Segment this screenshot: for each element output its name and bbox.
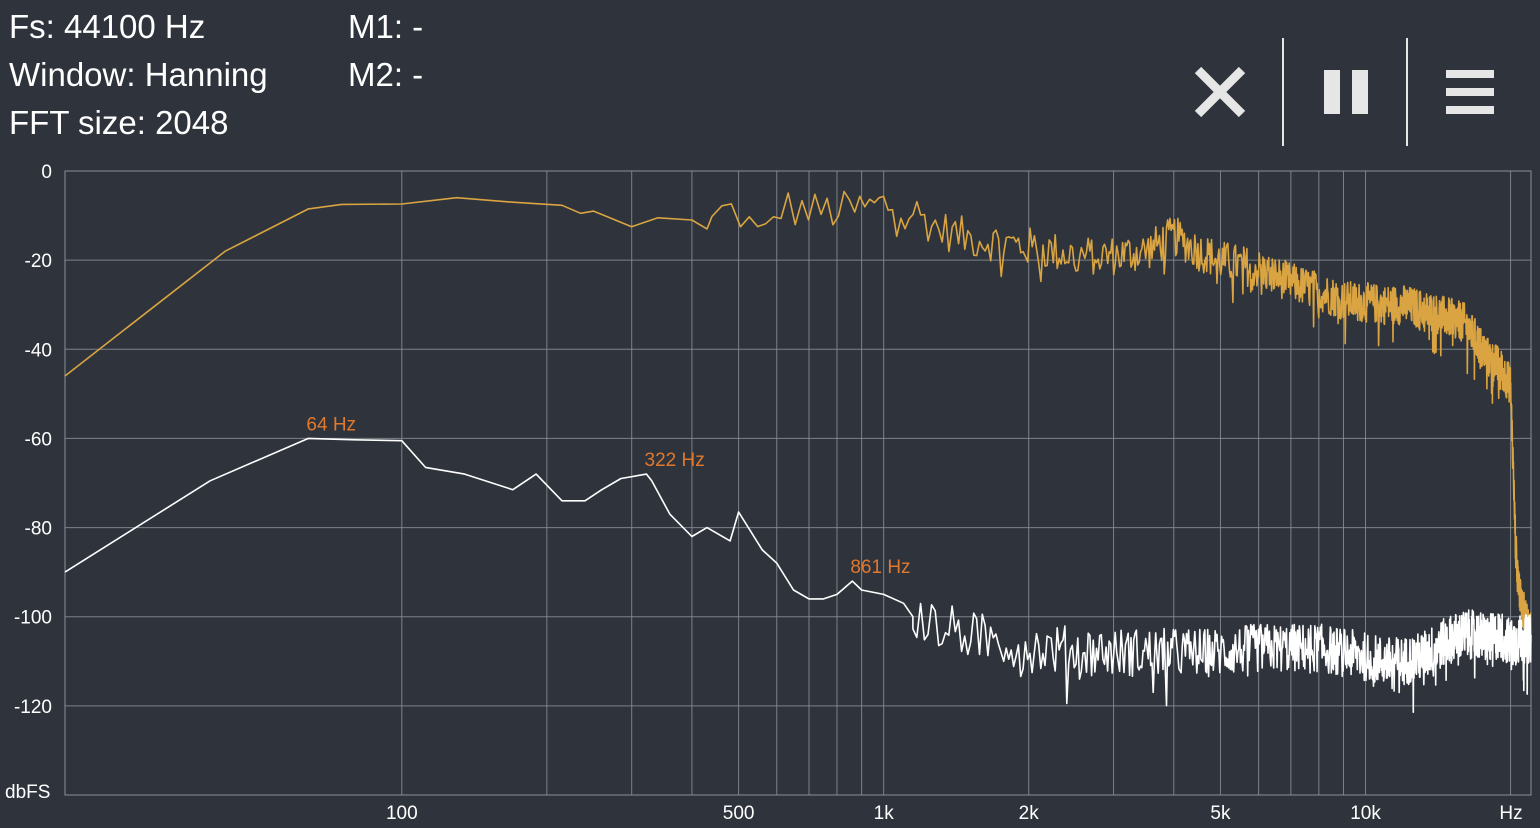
live-spectrum-line <box>64 437 1532 713</box>
marker-2-text: M2: - <box>348 56 424 93</box>
max-hold-spectrum-line <box>64 190 1532 646</box>
sample-rate-text: Fs: 44100 Hz <box>9 8 206 45</box>
y-tick-label: -60 <box>25 429 52 450</box>
x-tick-label: 10k <box>1350 803 1381 824</box>
close-icon <box>1194 66 1246 118</box>
chart-series <box>64 190 1532 713</box>
y-tick-label: -20 <box>25 251 52 272</box>
y-tick-label: -100 <box>14 608 52 629</box>
toolbar-separator <box>1406 38 1408 146</box>
marker-1-text: M1: - <box>348 8 424 45</box>
fft-size-text: FFT size: 2048 <box>9 104 229 141</box>
window-type-text: Window: Hanning <box>9 56 268 93</box>
pause-button[interactable] <box>1286 38 1406 146</box>
peak-frequency-label: 861 Hz <box>850 557 910 578</box>
info-panel-left: Fs: 44100 Hz Window: Hanning FFT size: 2… <box>9 3 268 147</box>
x-axis-unit-label: Hz <box>1499 803 1522 824</box>
x-tick-label: 2k <box>1019 803 1040 824</box>
y-tick-label: -40 <box>25 340 52 361</box>
plot-border <box>64 170 1532 796</box>
peak-frequency-label: 64 Hz <box>306 414 356 435</box>
y-tick-label: 0 <box>41 162 52 183</box>
close-button[interactable] <box>1160 38 1280 146</box>
x-tick-label: 500 <box>723 803 755 824</box>
chart-labels: 0 -20 -40 -60 -80 -100 -120 dbFS 100 500 1k 2k 5k 10k… <box>5 162 1523 824</box>
pause-icon <box>1324 70 1368 114</box>
y-tick-label: -80 <box>25 519 52 540</box>
chart-grid <box>64 170 1532 796</box>
x-tick-label: 1k <box>874 803 895 824</box>
toolbar <box>1160 38 1540 146</box>
peak-frequency-label: 322 Hz <box>645 450 705 471</box>
toolbar-separator <box>1282 38 1284 146</box>
y-tick-label: -120 <box>14 697 52 718</box>
menu-button[interactable] <box>1410 38 1530 146</box>
info-panel-markers: M1: - M2: - <box>348 3 423 99</box>
y-axis-unit-label: dbFS <box>5 782 50 803</box>
x-tick-label: 5k <box>1210 803 1231 824</box>
x-tick-label: 100 <box>386 803 418 824</box>
menu-icon <box>1446 70 1494 114</box>
